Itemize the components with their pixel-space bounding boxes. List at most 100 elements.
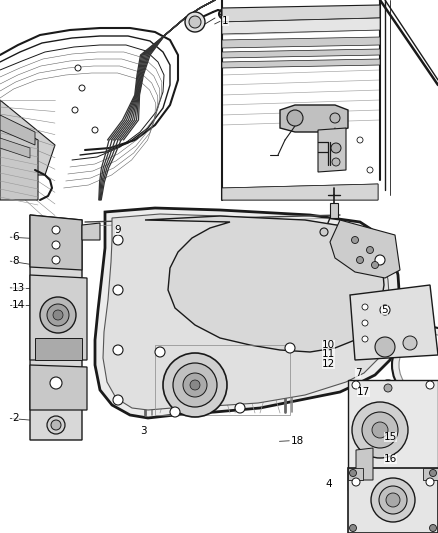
Circle shape: [190, 380, 200, 390]
Polygon shape: [30, 365, 87, 410]
Circle shape: [170, 407, 180, 417]
Polygon shape: [423, 468, 438, 480]
Circle shape: [113, 345, 123, 355]
Polygon shape: [0, 115, 35, 145]
Circle shape: [430, 470, 437, 477]
Circle shape: [380, 380, 396, 396]
Circle shape: [163, 353, 227, 417]
Circle shape: [235, 403, 245, 413]
Text: 6: 6: [12, 232, 19, 242]
Polygon shape: [145, 216, 384, 352]
Text: 3: 3: [140, 426, 147, 435]
Polygon shape: [222, 37, 380, 48]
Polygon shape: [0, 138, 30, 158]
Circle shape: [72, 107, 78, 113]
Circle shape: [51, 420, 61, 430]
Text: 5: 5: [381, 305, 388, 315]
Circle shape: [357, 137, 363, 143]
Circle shape: [155, 347, 165, 357]
Circle shape: [399, 334, 438, 396]
Circle shape: [379, 486, 407, 514]
Circle shape: [52, 256, 60, 264]
Text: 12: 12: [322, 359, 335, 368]
Text: 15: 15: [384, 432, 397, 442]
Circle shape: [403, 336, 417, 350]
Polygon shape: [95, 208, 400, 418]
Circle shape: [47, 416, 65, 434]
Text: 9: 9: [115, 225, 121, 235]
Text: 14: 14: [12, 300, 25, 310]
Circle shape: [75, 65, 81, 71]
Text: 2: 2: [12, 414, 19, 423]
Polygon shape: [348, 380, 438, 490]
Polygon shape: [222, 184, 378, 200]
Polygon shape: [0, 120, 38, 200]
Circle shape: [173, 363, 217, 407]
Polygon shape: [348, 468, 438, 533]
Circle shape: [47, 304, 69, 326]
Polygon shape: [30, 215, 82, 270]
Circle shape: [371, 478, 415, 522]
Circle shape: [92, 127, 98, 133]
Text: 7: 7: [355, 368, 361, 378]
Polygon shape: [103, 214, 390, 410]
Circle shape: [352, 402, 408, 458]
Polygon shape: [318, 128, 346, 172]
Polygon shape: [0, 100, 55, 175]
Circle shape: [362, 320, 368, 326]
Polygon shape: [30, 215, 82, 440]
Circle shape: [79, 85, 85, 91]
Polygon shape: [350, 285, 438, 360]
Circle shape: [352, 381, 360, 389]
Circle shape: [189, 16, 201, 28]
Circle shape: [332, 158, 340, 166]
Polygon shape: [82, 223, 100, 240]
Circle shape: [185, 12, 205, 32]
Circle shape: [384, 384, 392, 392]
Text: 16: 16: [384, 455, 397, 464]
Polygon shape: [222, 18, 380, 34]
Text: 1: 1: [222, 17, 229, 26]
Circle shape: [350, 470, 357, 477]
Circle shape: [113, 235, 123, 245]
Circle shape: [352, 478, 360, 486]
Polygon shape: [35, 338, 82, 360]
Circle shape: [352, 237, 358, 244]
Text: 11: 11: [322, 350, 335, 359]
Circle shape: [367, 246, 374, 254]
Circle shape: [392, 327, 438, 403]
Text: 8: 8: [12, 256, 19, 266]
Polygon shape: [348, 468, 363, 480]
Circle shape: [331, 143, 341, 153]
Polygon shape: [330, 203, 338, 218]
Circle shape: [52, 241, 60, 249]
Circle shape: [426, 478, 434, 486]
Circle shape: [362, 304, 368, 310]
Polygon shape: [222, 5, 380, 22]
Circle shape: [371, 262, 378, 269]
Circle shape: [386, 493, 400, 507]
Circle shape: [113, 395, 123, 405]
Circle shape: [430, 524, 437, 531]
Circle shape: [183, 373, 207, 397]
Circle shape: [357, 256, 364, 263]
Circle shape: [285, 343, 295, 353]
Polygon shape: [30, 275, 87, 360]
Polygon shape: [330, 220, 400, 278]
Text: 13: 13: [12, 283, 25, 293]
Circle shape: [380, 305, 390, 315]
Polygon shape: [222, 59, 380, 68]
Circle shape: [350, 524, 357, 531]
Circle shape: [362, 412, 398, 448]
Polygon shape: [356, 448, 373, 480]
Polygon shape: [280, 105, 348, 132]
Circle shape: [330, 113, 340, 123]
Polygon shape: [222, 49, 380, 58]
Text: 10: 10: [322, 341, 335, 350]
Circle shape: [40, 297, 76, 333]
Circle shape: [287, 110, 303, 126]
Circle shape: [372, 422, 388, 438]
Circle shape: [367, 167, 373, 173]
Circle shape: [426, 381, 434, 389]
Circle shape: [53, 310, 63, 320]
